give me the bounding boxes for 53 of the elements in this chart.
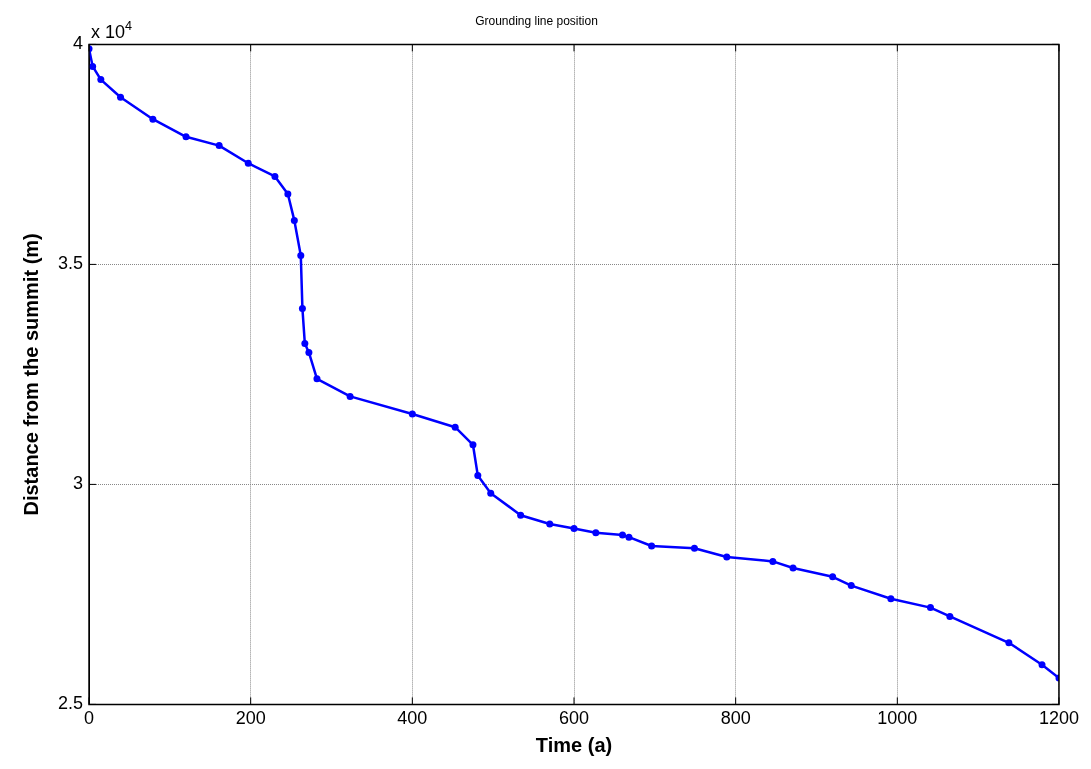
- point: [517, 511, 525, 519]
- x-tick-label: 600: [558, 708, 590, 729]
- x-tick-label: 800: [720, 708, 751, 729]
- point: [284, 190, 292, 198]
- point: [290, 216, 298, 224]
- point: [592, 529, 600, 537]
- point: [346, 392, 354, 400]
- point: [408, 410, 416, 418]
- point: [182, 133, 190, 141]
- point: [97, 76, 105, 84]
- point: [313, 375, 321, 383]
- x-tick-label: 400: [397, 708, 428, 729]
- point: [946, 612, 954, 620]
- x-tick-label: 0: [84, 708, 95, 729]
- point: [926, 604, 934, 612]
- point: [474, 472, 482, 480]
- y-tick-label: 4: [73, 33, 84, 54]
- point: [648, 542, 656, 550]
- y-axis-title: Distance from the summit (m): [19, 233, 42, 516]
- point: [847, 582, 855, 590]
- x-tick-label: 1000: [877, 708, 918, 729]
- point: [301, 340, 309, 348]
- point: [789, 564, 797, 572]
- point: [89, 62, 97, 70]
- y-tick-label: 3: [73, 473, 84, 494]
- point: [215, 142, 223, 150]
- point: [271, 172, 279, 180]
- point: [117, 93, 125, 101]
- point: [469, 441, 477, 449]
- point: [570, 524, 578, 532]
- point: [487, 489, 495, 497]
- point: [451, 423, 459, 431]
- chart-title: Grounding line position: [475, 13, 598, 28]
- point: [297, 252, 305, 260]
- point: [769, 557, 777, 565]
- point: [298, 304, 306, 312]
- point: [829, 573, 837, 581]
- point: [887, 595, 895, 603]
- y-tick-label: 3.5: [57, 253, 84, 274]
- x-tick-label: 1200: [1038, 708, 1079, 729]
- point: [625, 533, 633, 541]
- point: [723, 553, 731, 561]
- point: [244, 159, 252, 167]
- point: [149, 115, 157, 123]
- point: [305, 348, 313, 356]
- point: [546, 520, 554, 528]
- x-tick-label: 200: [235, 708, 266, 729]
- point: [1005, 639, 1013, 647]
- y-tick-label: 2.5: [57, 693, 84, 714]
- point: [690, 544, 698, 552]
- x-axis-title: Time (a): [535, 733, 613, 756]
- point: [1038, 661, 1046, 669]
- point: [619, 531, 626, 539]
